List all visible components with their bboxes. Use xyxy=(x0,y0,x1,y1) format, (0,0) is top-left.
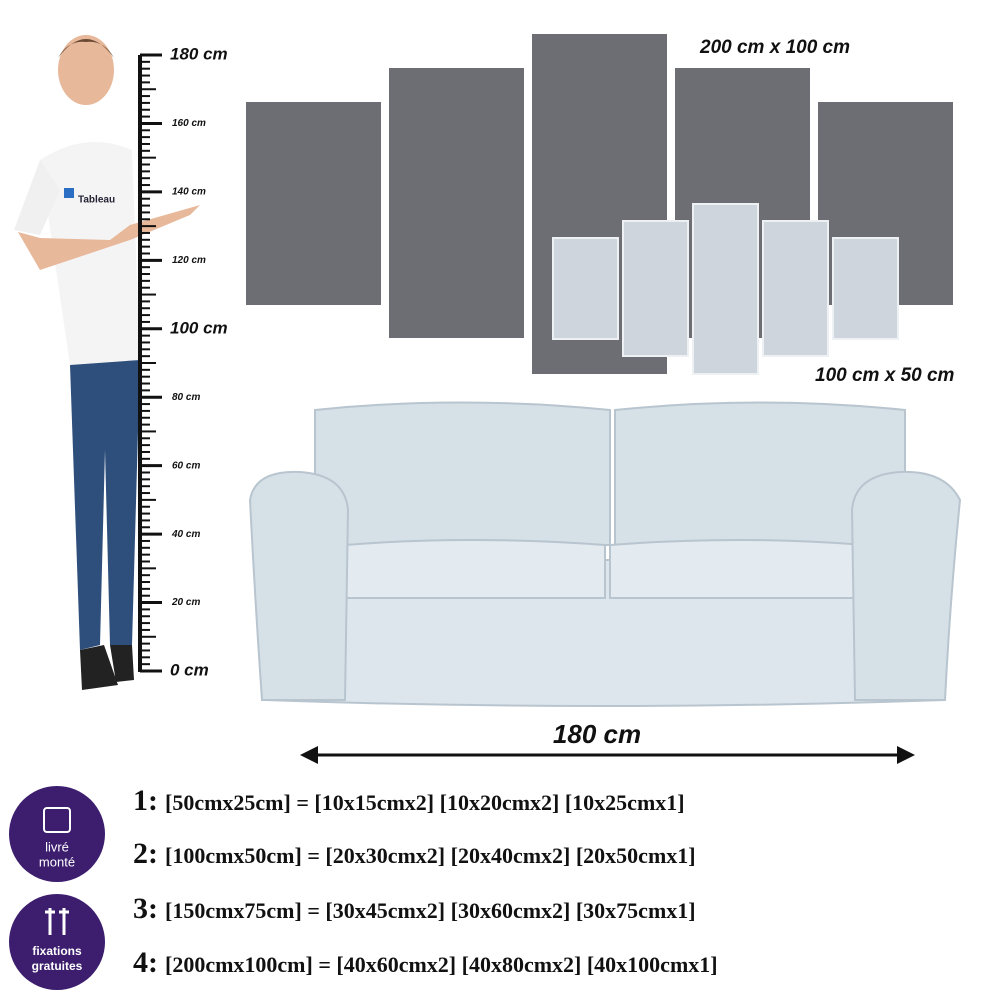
panel xyxy=(552,237,619,340)
size-text: [150cmx75cm] = [30x45cmx2] [30x60cmx2] [… xyxy=(165,898,696,923)
panel xyxy=(832,237,899,340)
sofa-back xyxy=(614,401,906,546)
sofa xyxy=(248,401,962,707)
small-canvas xyxy=(552,203,899,375)
ruler-label: 160 cm xyxy=(172,118,206,129)
badge-icon xyxy=(45,908,69,935)
ruler-label: 140 cm xyxy=(172,187,206,198)
badge-text: gratuites xyxy=(32,959,83,973)
panel xyxy=(692,203,759,375)
ruler-label: 180 cm xyxy=(170,44,228,63)
ruler-label: 40 cm xyxy=(171,529,200,540)
panel xyxy=(389,68,524,338)
head xyxy=(58,35,114,105)
badge-circle xyxy=(9,786,105,882)
hair xyxy=(58,39,114,58)
size-text: [200cmx100cm] = [40x60cmx2] [40x80cmx2] … xyxy=(165,952,718,977)
ruler-label: 60 cm xyxy=(172,460,200,471)
cushion xyxy=(609,539,866,599)
size-number: 4: xyxy=(133,946,158,979)
size-list: 1: [50cmx25cm] = [10x15cmx2] [10x20cmx2] … xyxy=(133,784,718,979)
ruler-label: 80 cm xyxy=(172,392,200,403)
sofa-back xyxy=(314,401,611,546)
sofa-width-label: 180 cm xyxy=(553,719,641,749)
size-number: 3: xyxy=(133,892,158,925)
small-size-label: 100 cm x 50 cm xyxy=(815,365,955,386)
panel xyxy=(762,220,829,357)
badge-text: fixations xyxy=(32,944,82,958)
ruler: 180 cm 160 cm 140 cm 120 cm 100 cm 80 cm 60 cm… xyxy=(138,44,228,679)
armrest xyxy=(850,470,962,701)
person: Tableau xyxy=(14,35,200,690)
armrest xyxy=(248,470,350,701)
badge-text: monté xyxy=(39,854,75,869)
size-text: [50cmx25cm] = [10x15cmx2] [10x20cmx2] [1… xyxy=(165,790,685,815)
ruler-label: 100 cm xyxy=(170,318,228,337)
ruler-label: 120 cm xyxy=(172,255,206,266)
badge-circle xyxy=(9,894,105,990)
arm xyxy=(18,205,200,270)
badge: fixations gratuites xyxy=(9,894,105,990)
panel xyxy=(246,102,381,305)
size-number: 2: xyxy=(133,837,158,870)
size-number: 1: xyxy=(133,784,158,817)
large-size-label: 200 cm x 100 cm xyxy=(699,37,850,58)
badge-text: livré xyxy=(45,839,69,854)
badge: livré monté xyxy=(9,786,105,882)
ruler-label: 20 cm xyxy=(171,597,200,608)
jeans xyxy=(70,360,140,650)
shirt-logo: Tableau xyxy=(78,195,115,206)
size-text: [100cmx50cm] = [20x30cmx2] [20x40cmx2] [… xyxy=(165,843,696,868)
sleeve xyxy=(14,160,60,235)
shoes xyxy=(80,645,134,690)
badge-icon xyxy=(43,807,71,833)
panel xyxy=(622,220,689,357)
ruler-label: 0 cm xyxy=(170,660,209,679)
logo-icon xyxy=(64,188,74,198)
cushion xyxy=(344,539,606,599)
